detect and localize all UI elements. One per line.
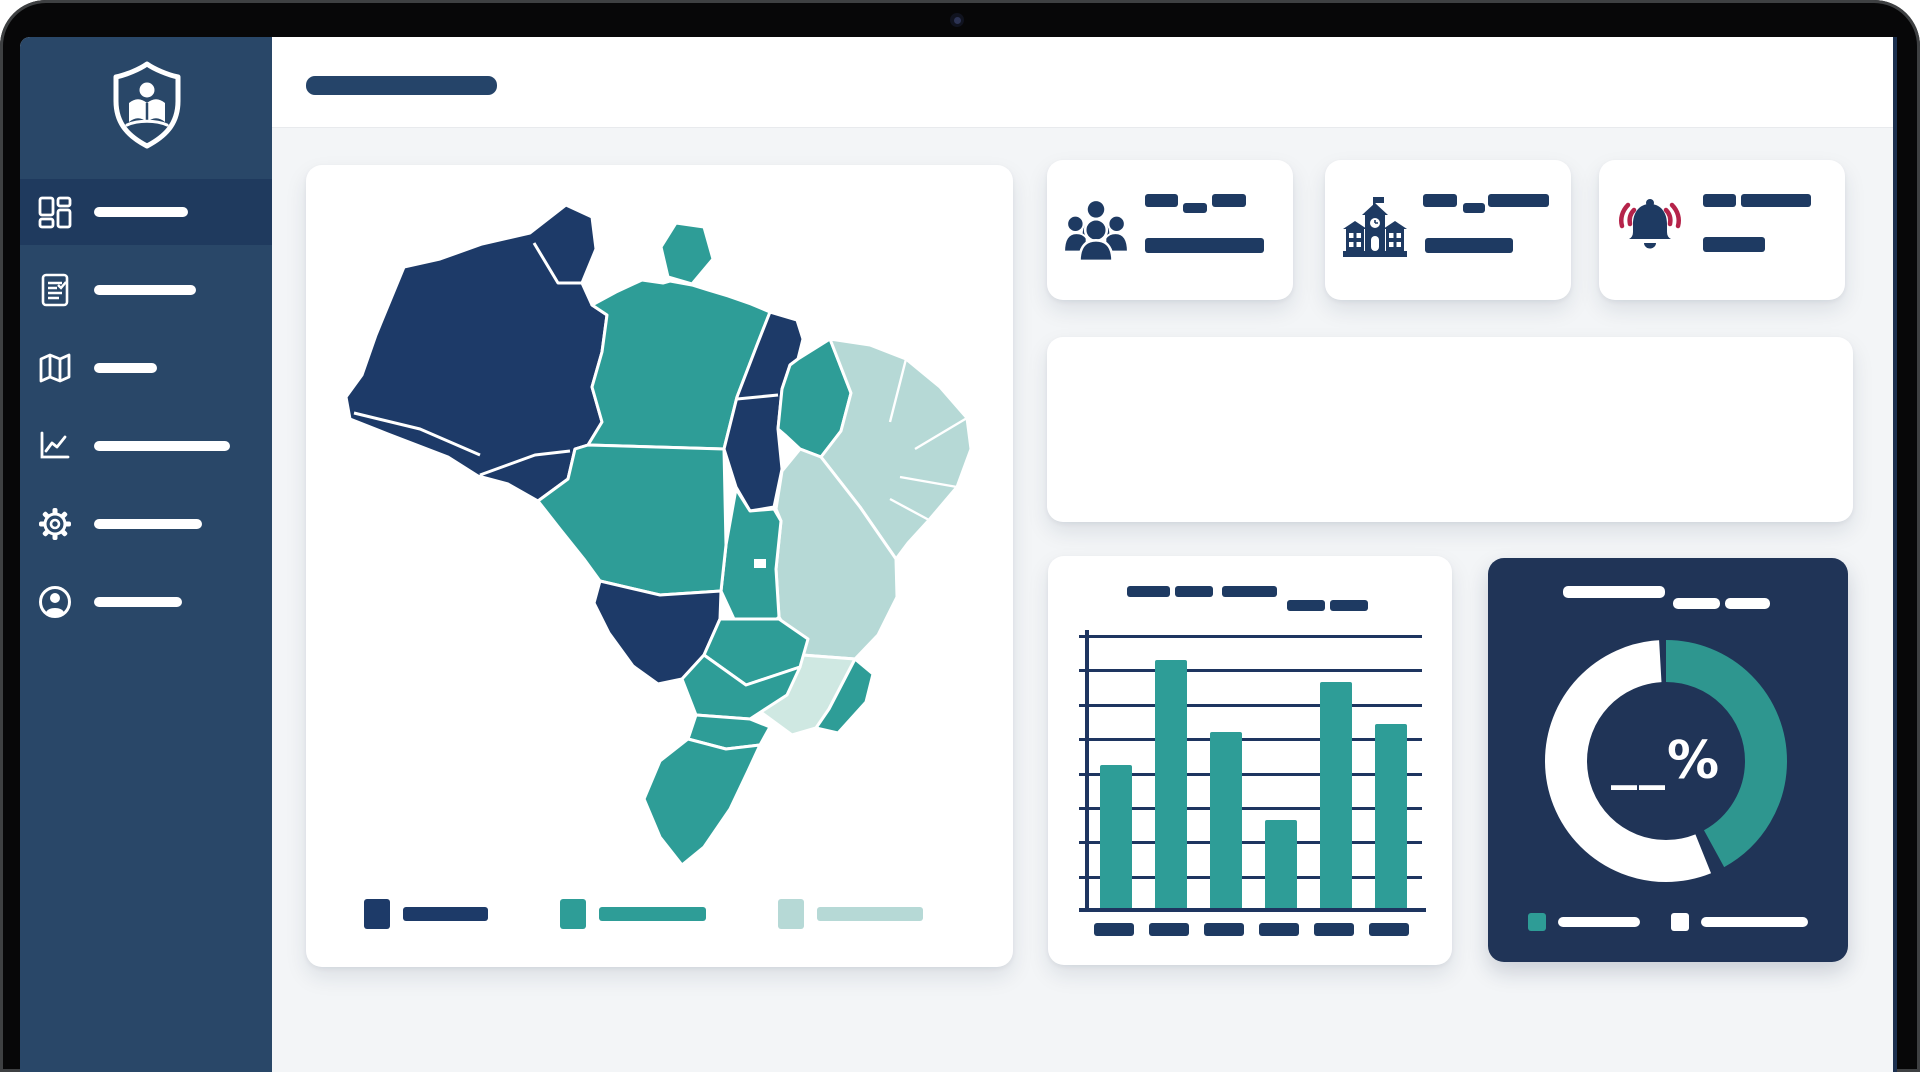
- sidebar-item-settings[interactable]: [20, 491, 272, 557]
- donut-legend-swatch-teal: [1528, 913, 1546, 931]
- donut-center-label: __%: [1610, 731, 1722, 791]
- donut-title-placeholder: [1673, 598, 1720, 609]
- stat-label-placeholder: [1741, 194, 1811, 207]
- legend-swatch-teal: [560, 899, 586, 929]
- school-building-icon: [1341, 196, 1409, 263]
- report-document-icon: [36, 271, 74, 309]
- alert-bell-icon: [1613, 192, 1687, 261]
- map-region-north-navy: [344, 203, 609, 503]
- donut-legend-label-placeholder: [1701, 917, 1808, 927]
- x-axis: [1079, 908, 1426, 912]
- legend-label-placeholder: [599, 907, 706, 921]
- empty-panel-card: [1047, 337, 1853, 522]
- user-profile-icon: [36, 583, 74, 621]
- map-region-mato-grosso: [536, 443, 728, 597]
- donut-chart: [1526, 621, 1806, 901]
- sidebar: [20, 37, 272, 1072]
- map-region-rio-grande-sul: [642, 737, 762, 867]
- donut-chart-card: __%: [1488, 558, 1848, 962]
- map-region-es-rio: [814, 657, 875, 735]
- bar-chart-card: [1048, 556, 1452, 965]
- map-legend-item: [778, 899, 923, 929]
- sidebar-item-map[interactable]: [20, 335, 272, 401]
- stat-label-placeholder: [1145, 194, 1178, 207]
- brazil-map-card: [306, 165, 1013, 967]
- stat-label-placeholder: [1488, 194, 1549, 207]
- settings-gear-icon: [36, 505, 74, 543]
- students-group-icon: [1062, 198, 1130, 267]
- map-legend: [364, 899, 973, 929]
- chart-title-placeholder: [1222, 586, 1277, 597]
- sidebar-item-label: [94, 285, 196, 295]
- map-region-goias: [719, 487, 783, 636]
- map-region-parana: [680, 653, 802, 721]
- sidebar-item-label: [94, 597, 182, 607]
- bar-chart-bars: [1100, 633, 1407, 908]
- sidebar-item-label: [94, 363, 157, 373]
- donut-legend-label-placeholder: [1558, 917, 1640, 927]
- stat-value-placeholder: [1703, 237, 1765, 252]
- sidebar-item-profile[interactable]: [20, 569, 272, 635]
- legend-label-placeholder: [403, 907, 488, 921]
- sidebar-item-label: [94, 441, 230, 451]
- screen: __%: [20, 37, 1897, 1072]
- brazil-choropleth-map: [330, 187, 990, 882]
- x-axis-label-placeholders: [1094, 923, 1409, 936]
- chart-title-placeholder: [1330, 600, 1368, 611]
- sidebar-item-reports[interactable]: [20, 257, 272, 323]
- line-chart-icon: [36, 427, 74, 465]
- map-legend-item: [560, 899, 706, 929]
- chart-title-placeholder: [1175, 586, 1213, 597]
- sidebar-item-dashboard[interactable]: [20, 179, 272, 245]
- top-header: [272, 37, 1893, 128]
- folded-map-icon: [36, 349, 74, 387]
- y-axis: [1085, 630, 1089, 912]
- page-title-placeholder: [306, 76, 497, 95]
- stat-label-placeholder: [1703, 194, 1736, 207]
- legend-swatch-pale-teal: [778, 899, 804, 929]
- donut-title-placeholder: [1563, 586, 1665, 598]
- stat-card-students[interactable]: [1047, 160, 1293, 300]
- map-region-amapa: [659, 221, 715, 286]
- chart-title-placeholder: [1287, 600, 1325, 611]
- webcam-icon: [950, 13, 964, 27]
- stat-label-placeholder: [1463, 203, 1485, 213]
- legend-swatch-navy: [364, 899, 390, 929]
- sidebar-item-label: [94, 207, 188, 217]
- stat-card-schools[interactable]: [1325, 160, 1571, 300]
- donut-legend-swatch-white: [1671, 913, 1689, 931]
- map-legend-item: [364, 899, 488, 929]
- sidebar-menu: [20, 179, 272, 647]
- stat-label-placeholder: [1183, 203, 1207, 213]
- stat-card-alerts[interactable]: [1599, 160, 1845, 300]
- education-shield-logo-icon: [108, 59, 186, 151]
- stat-label-placeholder: [1212, 194, 1246, 207]
- chart-title-placeholder: [1127, 586, 1170, 597]
- stat-label-placeholder: [1423, 194, 1457, 207]
- donut-title-placeholder: [1725, 598, 1770, 609]
- stat-value-placeholder: [1145, 238, 1264, 253]
- sidebar-item-label: [94, 519, 202, 529]
- stat-value-placeholder: [1425, 238, 1513, 253]
- legend-label-placeholder: [817, 907, 923, 921]
- sidebar-item-analytics[interactable]: [20, 413, 272, 479]
- dashboard-grid-icon: [36, 193, 74, 231]
